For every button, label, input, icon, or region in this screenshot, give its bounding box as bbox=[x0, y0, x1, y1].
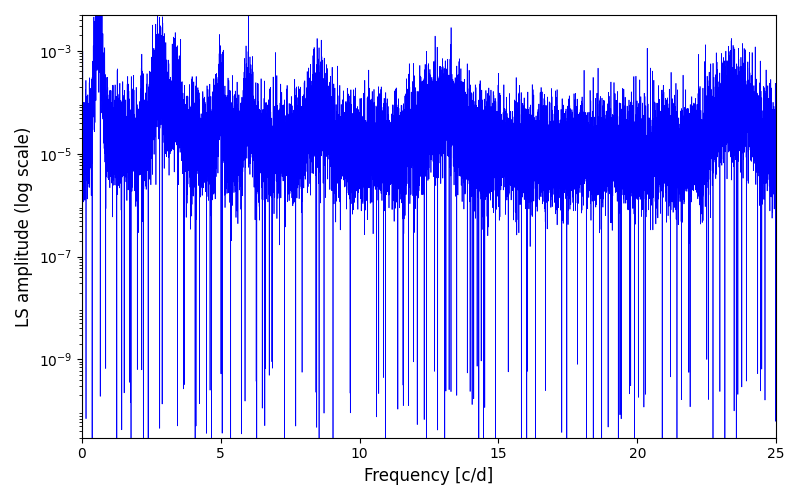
X-axis label: Frequency [c/d]: Frequency [c/d] bbox=[364, 467, 494, 485]
Y-axis label: LS amplitude (log scale): LS amplitude (log scale) bbox=[15, 126, 33, 326]
